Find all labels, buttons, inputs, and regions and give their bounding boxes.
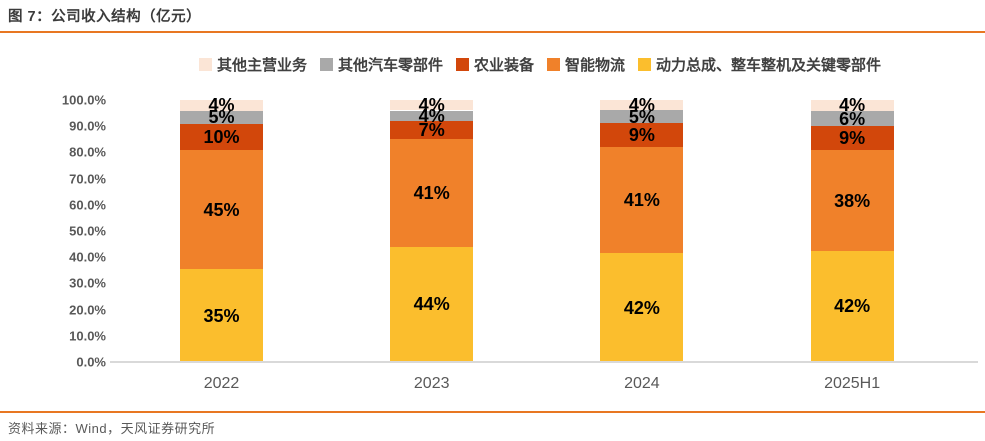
- legend-swatch: [547, 57, 560, 71]
- bar-segment: [810, 126, 894, 151]
- legend-item-3: 智能物流: [547, 54, 625, 75]
- bar-segment: [600, 110, 684, 124]
- bar-segment: [390, 110, 474, 121]
- bottom-accent-rule: [0, 411, 985, 413]
- y-tick-label: 70.0%: [69, 171, 106, 187]
- bar-segment: [180, 100, 263, 111]
- y-tick-label: 100.0%: [61, 92, 106, 108]
- y-tick-label: 0.0%: [76, 354, 106, 370]
- x-tick-label-2024: 2024: [624, 375, 660, 392]
- x-tick-label-2022: 2022: [203, 375, 240, 392]
- bar-segment: [600, 123, 684, 147]
- y-tick-label: 10.0%: [69, 328, 106, 344]
- bar-segment: [180, 110, 263, 124]
- legend-item-4: 动力总成、整车整机及关键零部件: [638, 54, 881, 75]
- legend-label: 其他汽车零部件: [337, 56, 443, 74]
- legend-label: 农业装备: [473, 56, 534, 74]
- legend-label: 其他主营业务: [216, 56, 307, 74]
- legend-swatch: [455, 57, 469, 71]
- y-tick-label: 80.0%: [69, 144, 106, 160]
- legend-item-2: 农业装备: [455, 54, 534, 75]
- figure-title: 图 7：公司收入结构（亿元）: [8, 9, 202, 25]
- bar-column-2024: 42% 41% 9% 5% 4%: [600, 96, 684, 362]
- x-axis-line: [110, 361, 978, 363]
- bar-segment: [600, 253, 684, 362]
- legend-swatch: [638, 57, 652, 71]
- bar-column-2023: 44% 41% 7% 4% 4%: [390, 96, 474, 362]
- y-tick-label: 90.0%: [69, 118, 106, 134]
- bar-segment: [180, 123, 263, 151]
- top-accent-rule: [0, 31, 985, 33]
- y-tick-label: 50.0%: [69, 223, 106, 239]
- y-tick-label: 60.0%: [69, 197, 106, 213]
- bar-segment: [600, 100, 684, 111]
- bar-segment: [810, 110, 894, 127]
- legend-label: 动力总成、整车整机及关键零部件: [656, 56, 882, 74]
- bar-segment: [810, 250, 894, 362]
- legend-item-1: 其他汽车零部件: [319, 54, 443, 75]
- x-tick-label-2025H1: 2025H1: [824, 375, 881, 392]
- bar-column-2022: 35% 45% 10% 5% 4%: [180, 96, 263, 362]
- y-tick-label: 20.0%: [69, 302, 106, 318]
- legend-swatch: [319, 57, 333, 71]
- y-tick-label: 30.0%: [69, 275, 106, 291]
- bar-segment: [390, 100, 474, 111]
- bar-segment: [810, 100, 894, 111]
- source-note: 资料来源：Wind，天风证券研究所: [8, 421, 216, 436]
- y-tick-label: 40.0%: [69, 249, 106, 265]
- bar-segment: [180, 150, 263, 270]
- x-tick-label-2023: 2023: [413, 375, 450, 392]
- chart-legend: 其他主营业务 其他汽车零部件 农业装备 智能物流 动力总成、整车整机及关键零部件: [100, 54, 980, 74]
- bar-segment: [390, 139, 474, 247]
- bar-segment: [390, 246, 474, 362]
- bar-segment: [810, 150, 894, 251]
- legend-label: 智能物流: [565, 56, 626, 74]
- bar-segment: [180, 269, 263, 362]
- bar-segment: [390, 120, 474, 140]
- legend-item-0: 其他主营业务: [198, 54, 307, 75]
- bar-column-2025H1: 42% 38% 9% 6% 4%: [810, 96, 894, 362]
- bar-segment: [600, 146, 684, 254]
- legend-swatch: [198, 57, 212, 71]
